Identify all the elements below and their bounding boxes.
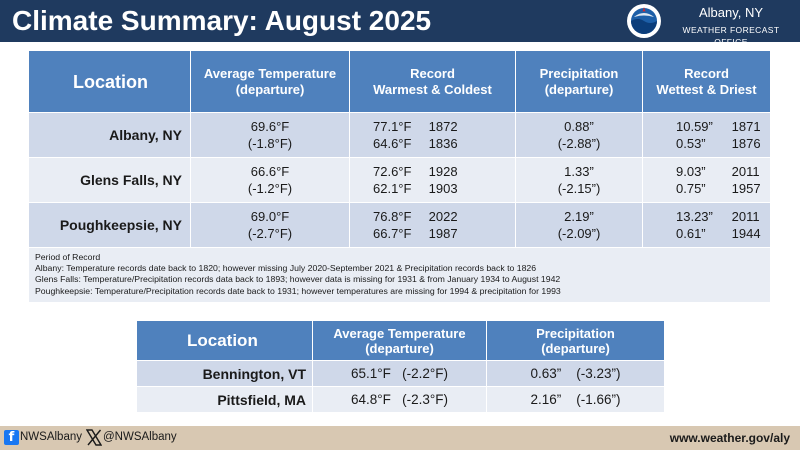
- header-bar: Climate Summary: August 2025 Albany, NY …: [0, 0, 800, 47]
- facebook-handle[interactable]: NWSAlbany: [20, 431, 82, 443]
- record-temp-cell: 72.6°F 1928 62.1°F 1903: [349, 157, 516, 203]
- header-location: Location: [136, 320, 313, 361]
- header-location: Location: [28, 50, 191, 113]
- record-precip-cell: 10.59” 1871 0.53” 1876: [642, 112, 771, 158]
- note-line: Glens Falls: Temperature/Precipitation r…: [35, 274, 561, 285]
- table-row: Poughkeepsie, NY 69.0°F (-2.7°F) 76.8°F 2…: [28, 202, 771, 248]
- website-link[interactable]: www.weather.gov/aly: [669, 431, 790, 445]
- precip-cell: 2.19” (-2.09”): [515, 202, 643, 248]
- header-precip: Precipitation (departure): [515, 50, 643, 113]
- record-temp-cell: 76.8°F 2022 66.7°F 1987: [349, 202, 516, 248]
- record-precip-cell: 13.23” 2011 0.61” 1944: [642, 202, 771, 248]
- table-row: Bennington, VT 65.1°F (-2.2°F) 0.63” (-3…: [136, 360, 665, 387]
- precip-cell: 1.33” (-2.15”): [515, 157, 643, 203]
- office-label: Albany, NY WEATHER FORECAST OFFICE: [672, 5, 790, 48]
- header-record-temp: Record Warmest & Coldest: [349, 50, 516, 113]
- noaa-nws-logo: [627, 4, 661, 38]
- header-record-precip: Record Wettest & Driest: [642, 50, 771, 113]
- table-header-row: Location Average Temperature (departure) …: [136, 320, 665, 361]
- office-city: Albany, NY: [698, 5, 764, 20]
- table-row: Pittsfield, MA 64.8°F (-2.3°F) 2.16” (-1…: [136, 386, 665, 413]
- secondary-summary-table: Location Average Temperature (departure) …: [136, 320, 665, 413]
- table-row: Albany, NY 69.6°F (-1.8°F) 77.1°F 1872 64.…: [28, 112, 771, 158]
- location-cell: Pittsfield, MA: [136, 386, 313, 413]
- x-icon[interactable]: [86, 429, 102, 446]
- avg-temp-cell: 69.6°F (-1.8°F): [190, 112, 350, 158]
- footer-bar: f NWSAlbany @NWSAlbany www.weather.gov/a…: [0, 426, 800, 450]
- note-line: Poughkeepsie: Temperature/Precipitation …: [35, 285, 561, 296]
- record-precip-cell: 9.03” 2011 0.75” 1957: [642, 157, 771, 203]
- page-title: Climate Summary: August 2025: [12, 5, 432, 36]
- office-name: WEATHER FORECAST OFFICE: [682, 25, 780, 47]
- record-temp-cell: 77.1°F 1872 64.6°F 1836: [349, 112, 516, 158]
- precip-cell: 0.88” (-2.88”): [515, 112, 643, 158]
- location-cell: Glens Falls, NY: [28, 157, 191, 203]
- precip-cell: 2.16” (-1.66”): [486, 386, 665, 413]
- period-of-record-note: Period of Record Albany: Temperature rec…: [28, 247, 771, 303]
- location-cell: Bennington, VT: [136, 360, 313, 387]
- note-line: Period of Record: [35, 252, 101, 262]
- facebook-icon[interactable]: f: [4, 430, 19, 445]
- location-cell: Poughkeepsie, NY: [28, 202, 191, 248]
- header-avg-temp: Average Temperature (departure): [312, 320, 487, 361]
- notes-row: Period of Record Albany: Temperature rec…: [28, 247, 771, 303]
- note-line: Albany: Temperature records date back to…: [35, 263, 537, 274]
- avg-temp-cell: 69.0°F (-2.7°F): [190, 202, 350, 248]
- precip-cell: 0.63” (-3.23”): [486, 360, 665, 387]
- table-header-row: Location Average Temperature (departure) …: [28, 50, 771, 113]
- location-cell: Albany, NY: [28, 112, 191, 158]
- header-precip: Precipitation (departure): [486, 320, 665, 361]
- avg-temp-cell: 66.6°F (-1.2°F): [190, 157, 350, 203]
- x-handle[interactable]: @NWSAlbany: [103, 431, 177, 443]
- header-avg-temp: Average Temperature (departure): [190, 50, 350, 113]
- climate-summary-table: Location Average Temperature (departure) …: [28, 50, 771, 303]
- table-row: Glens Falls, NY 66.6°F (-1.2°F) 72.6°F 19…: [28, 157, 771, 203]
- avg-temp-cell: 64.8°F (-2.3°F): [312, 386, 487, 413]
- avg-temp-cell: 65.1°F (-2.2°F): [312, 360, 487, 387]
